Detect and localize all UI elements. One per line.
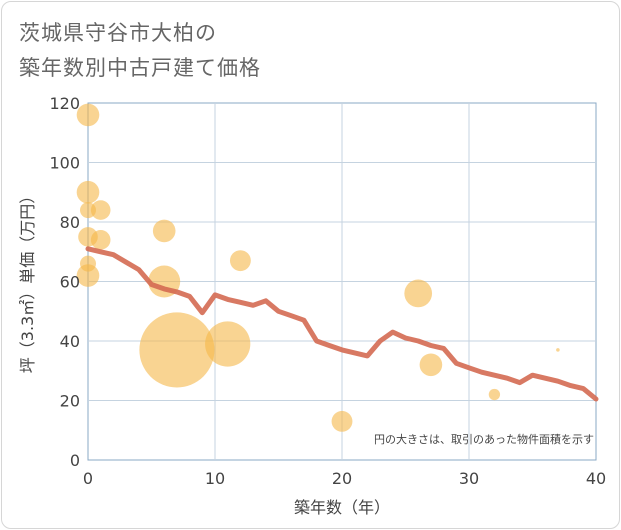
x-tick-label: 0 xyxy=(83,469,93,488)
bubble-point xyxy=(76,180,100,204)
x-tick-label: 30 xyxy=(459,469,479,488)
y-tick-label: 100 xyxy=(49,154,80,173)
y-axis-title: 坪（3.3㎡）単価（万円） xyxy=(18,188,37,373)
trend-line xyxy=(85,246,599,402)
chart-title-line-1: 茨城県守谷市大柏の xyxy=(19,21,217,45)
tick-labels: 0 10 20 30 40 0 20 40 60 80 100 120 xyxy=(49,94,606,488)
bubble-point xyxy=(90,230,111,250)
bubble-point xyxy=(488,388,501,401)
bubble-point xyxy=(419,353,443,377)
bubbles xyxy=(76,103,560,432)
bubble-point xyxy=(76,264,100,287)
x-tick-label: 10 xyxy=(205,469,225,488)
y-tick-label: 20 xyxy=(60,392,80,411)
size-annotation: 円の大きさは、取引のあった物件面積を示す xyxy=(374,432,594,446)
x-tick-label: 20 xyxy=(332,469,352,488)
x-tick-label: 40 xyxy=(586,469,606,488)
bubble-point xyxy=(331,410,353,432)
bubble-point xyxy=(556,348,560,352)
y-tick-label: 60 xyxy=(60,273,80,292)
bubble-point xyxy=(76,103,100,127)
y-tick-label: 40 xyxy=(60,332,80,351)
bubble-point xyxy=(152,219,176,243)
bubble-point xyxy=(205,321,251,367)
chart-title-line-2: 築年数別中古戸建て価格 xyxy=(19,56,261,80)
grid xyxy=(87,102,597,461)
bubble-point xyxy=(90,200,111,220)
x-axis-title: 築年数（年） xyxy=(294,498,390,517)
bubble-point xyxy=(404,279,433,308)
chart-title: 茨城県守谷市大柏の 築年数別中古戸建て価格 xyxy=(19,16,261,86)
trend-line-group xyxy=(85,246,599,402)
bubble-point xyxy=(139,312,215,388)
bubble-point xyxy=(229,250,251,272)
y-tick-label: 80 xyxy=(60,213,80,232)
y-tick-label: 0 xyxy=(70,451,80,470)
y-tick-label: 120 xyxy=(49,94,80,113)
